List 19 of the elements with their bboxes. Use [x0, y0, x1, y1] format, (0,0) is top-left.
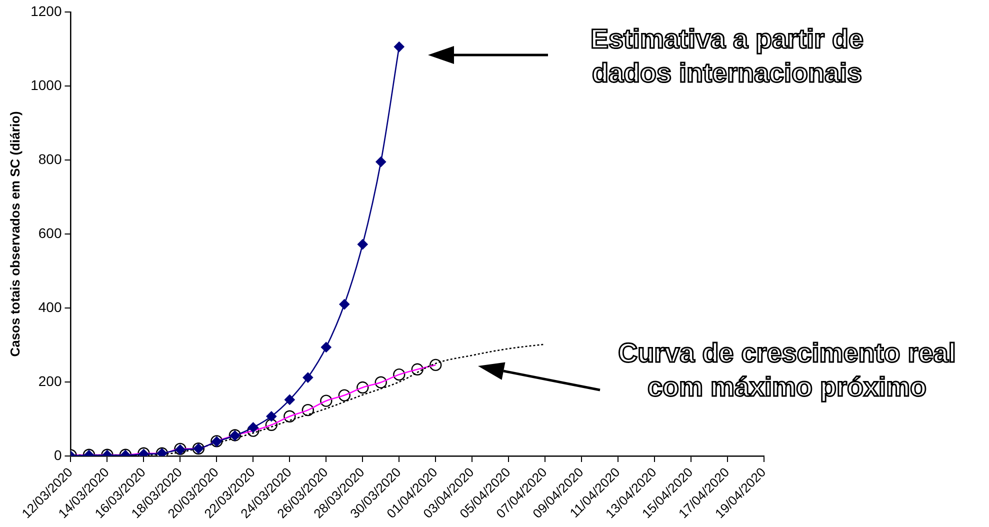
point	[266, 411, 277, 422]
annotation: Curva de crescimento real com máximo próximo	[617, 337, 957, 404]
point	[302, 372, 314, 383]
y-tick-label: 600	[38, 224, 62, 241]
point	[321, 342, 332, 352]
point	[376, 156, 386, 167]
y-tick-label: 200	[38, 372, 62, 389]
point	[394, 42, 404, 52]
point	[284, 394, 295, 405]
point	[339, 299, 350, 310]
y-tick-label: 1200	[30, 2, 62, 19]
point	[357, 239, 368, 250]
y-axis-title: Casos totais observados em SC (diário)	[7, 111, 22, 357]
y-tick-label: 400	[38, 298, 62, 315]
y-tick-label: 1000	[30, 76, 62, 93]
y-tick-label: 800	[38, 150, 62, 167]
point	[248, 422, 258, 433]
y-tick-label: 0	[54, 446, 62, 463]
annotation: Estimativa a partir de dados internacionais	[589, 23, 865, 90]
